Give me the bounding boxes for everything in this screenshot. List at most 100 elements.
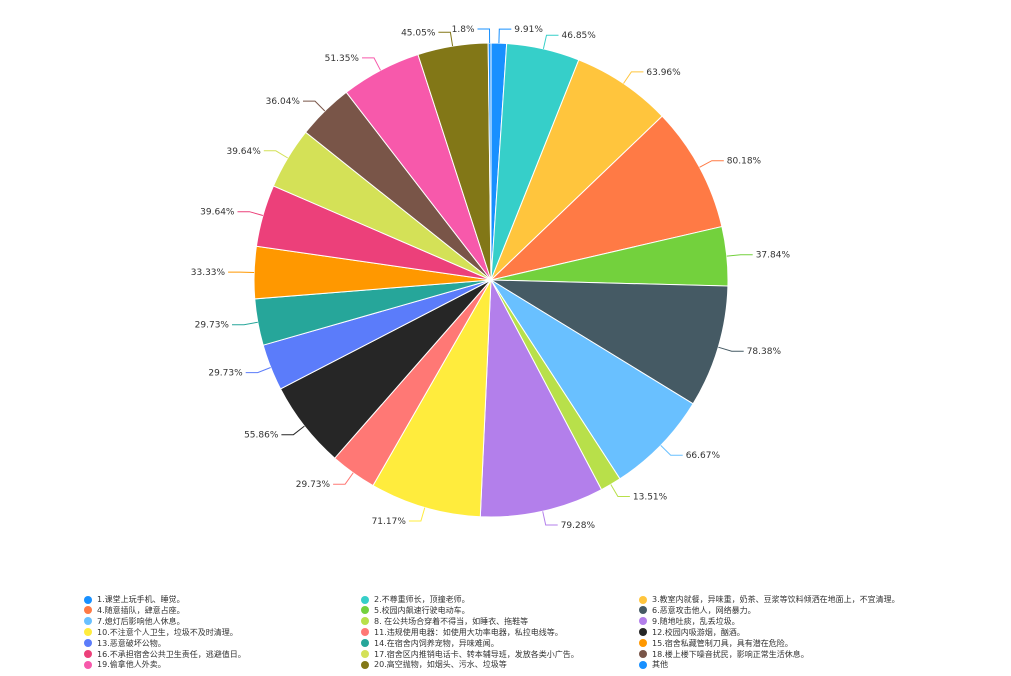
data-label-3: 63.96% bbox=[646, 68, 681, 78]
data-label-8: 13.51% bbox=[633, 493, 668, 503]
legend-item-18[interactable]: 18.楼上楼下噪音扰民，影响正常生活休息。 bbox=[639, 649, 809, 660]
legend-marker bbox=[361, 617, 369, 626]
legend-marker bbox=[639, 617, 647, 626]
legend-item-20[interactable]: 20.高空抛物，如烟头、污水、垃圾等 bbox=[361, 659, 507, 670]
legend-label: 5.校园内飙速行驶电动车。 bbox=[374, 605, 470, 615]
legend-item-1[interactable]: 1.课堂上玩手机、睡觉。 bbox=[84, 594, 185, 605]
legend-item-17[interactable]: 17.宿舍区内推销电话卡、转本辅导班，发放各类小广告。 bbox=[361, 649, 579, 660]
data-label-17: 39.64% bbox=[226, 147, 261, 157]
legend-marker bbox=[639, 639, 647, 648]
leader-line-20 bbox=[438, 31, 454, 47]
legend-item-5[interactable]: 5.校园内飙速行驶电动车。 bbox=[361, 605, 470, 616]
data-label-1: 9.91% bbox=[514, 25, 543, 35]
legend-label: 7.熄灯后影响他人休息。 bbox=[97, 616, 185, 626]
legend-label: 16.不承担宿舍公共卫生责任，逃避值日。 bbox=[97, 649, 246, 659]
leader-line-19 bbox=[362, 57, 381, 71]
pie-slice-21[interactable] bbox=[487, 42, 492, 281]
legend-marker bbox=[84, 660, 92, 669]
leader-line-5 bbox=[726, 254, 753, 257]
legend-item-14[interactable]: 14.在宿舍内饲养宠物，异味难闻。 bbox=[361, 638, 499, 649]
data-label-6: 78.38% bbox=[747, 347, 782, 357]
leader-line-2 bbox=[542, 34, 559, 50]
legend-item-13[interactable]: 13.恶意破坏公物。 bbox=[84, 638, 166, 649]
legend-marker bbox=[84, 628, 92, 637]
legend-label: 15.宿舍私藏管制刀具，具有潜在危险。 bbox=[652, 638, 793, 648]
data-label-7: 66.67% bbox=[686, 451, 721, 461]
leader-line-6 bbox=[718, 346, 744, 352]
legend-item-3[interactable]: 3.教室内就餐，异味重，奶茶、豆浆等饮料倾洒在地面上，不宜清理。 bbox=[639, 594, 900, 605]
legend-item-15[interactable]: 15.宿舍私藏管制刀具，具有潜在危险。 bbox=[639, 638, 793, 649]
pie-slice-4[interactable] bbox=[489, 115, 723, 281]
legend-marker bbox=[84, 617, 92, 626]
legend-label: 4.随意插队，肆意占座。 bbox=[97, 605, 185, 615]
leader-line-16 bbox=[237, 211, 264, 216]
label-leader-lines bbox=[228, 28, 753, 526]
legend-item-8[interactable]: 8. 在公共场合穿着不得当，如睡衣、拖鞋等 bbox=[361, 616, 528, 627]
legend-marker bbox=[639, 660, 647, 669]
leader-line-3 bbox=[623, 71, 644, 84]
leader-line-12 bbox=[281, 425, 305, 436]
legend-label: 1.课堂上玩手机、睡觉。 bbox=[97, 595, 185, 604]
legend-label: 12.校园内吸游烟，酗酒。 bbox=[652, 627, 745, 637]
legend-label: 2.不尊重师长，顶撞老师。 bbox=[374, 595, 470, 604]
legend-label: 14.在宿舍内饲养宠物，异味难闻。 bbox=[374, 638, 499, 648]
leader-line-21 bbox=[477, 28, 491, 44]
legend-item-7[interactable]: 7.熄灯后影响他人休息。 bbox=[84, 616, 185, 627]
legend-marker bbox=[84, 606, 92, 615]
legend-marker bbox=[361, 639, 369, 648]
legend-label: 18.楼上楼下噪音扰民，影响正常生活休息。 bbox=[652, 649, 809, 659]
legend-label: 其他 bbox=[652, 660, 668, 670]
leader-line-9 bbox=[542, 511, 558, 526]
leader-line-18 bbox=[303, 100, 326, 112]
data-label-2: 46.85% bbox=[562, 31, 597, 41]
legend-marker bbox=[361, 650, 369, 658]
leader-line-11 bbox=[333, 472, 354, 485]
pie-slice-10[interactable] bbox=[372, 279, 492, 518]
legend-label: 6.恶意攻击他人，网络暴力。 bbox=[652, 605, 756, 615]
legend-item-4[interactable]: 4.随意插队，肆意占座。 bbox=[84, 605, 185, 616]
leader-line-17 bbox=[263, 150, 289, 159]
legend-marker bbox=[361, 660, 369, 669]
data-label-4: 80.18% bbox=[727, 157, 762, 167]
legend-marker bbox=[361, 606, 369, 615]
legend-marker bbox=[361, 628, 369, 637]
legend-item-12[interactable]: 12.校园内吸游烟，酗酒。 bbox=[639, 627, 745, 638]
data-label-9: 79.28% bbox=[561, 521, 596, 531]
legend-label: 11.违规使用电器：如使用大功率电器，私拉电线等。 bbox=[374, 627, 563, 637]
data-label-14: 29.73% bbox=[195, 321, 230, 331]
legend-label: 17.宿舍区内推销电话卡、转本辅导班，发放各类小广告。 bbox=[374, 649, 579, 659]
pie-slice-9[interactable] bbox=[479, 278, 603, 518]
legend-label: 10.不注意个人卫生，垃圾不及时清理。 bbox=[97, 627, 238, 637]
legend-marker bbox=[639, 628, 647, 637]
data-label-5: 37.84% bbox=[756, 251, 791, 261]
legend-item-11[interactable]: 11.违规使用电器：如使用大功率电器，私拉电线等。 bbox=[361, 627, 563, 638]
data-label-16: 39.64% bbox=[200, 208, 235, 218]
legend-marker bbox=[639, 650, 647, 658]
legend-label: 19.偷拿他人外卖。 bbox=[97, 660, 166, 670]
data-label-15: 33.33% bbox=[191, 268, 226, 278]
data-label-11: 29.73% bbox=[296, 480, 331, 490]
leader-line-7 bbox=[660, 445, 683, 456]
legend-item-21[interactable]: 其他 bbox=[639, 659, 668, 670]
data-label-10: 71.17% bbox=[372, 517, 407, 527]
legend-item-2[interactable]: 2.不尊重师长，顶撞老师。 bbox=[361, 594, 470, 605]
pie-slice-6[interactable] bbox=[489, 279, 729, 405]
legend-label: 9.随地吐痰，乱丢垃圾。 bbox=[652, 616, 740, 626]
legend-item-10[interactable]: 10.不注意个人卫生，垃圾不及时清理。 bbox=[84, 627, 238, 638]
legend-label: 13.恶意破坏公物。 bbox=[97, 638, 166, 648]
legend-item-16[interactable]: 16.不承担宿舍公共卫生责任，逃避值日。 bbox=[84, 649, 246, 660]
leader-line-4 bbox=[699, 160, 724, 168]
legend-item-9[interactable]: 9.随地吐痰，乱丢垃圾。 bbox=[639, 616, 740, 627]
legend-item-19[interactable]: 19.偷拿他人外卖。 bbox=[84, 659, 166, 670]
legend-label: 3.教室内就餐，异味重，奶茶、豆浆等饮料倾洒在地面上，不宜清理。 bbox=[652, 595, 900, 604]
legend-label: 20.高空抛物，如烟头、污水、垃圾等 bbox=[374, 660, 507, 670]
data-labels: 9.91% 46.85% 63.96% 80.18% 37.84% 78.38% 66.67… bbox=[191, 25, 791, 531]
legend-marker bbox=[361, 595, 369, 604]
leader-line-1 bbox=[498, 28, 512, 44]
pie-slice-7[interactable] bbox=[490, 279, 694, 480]
leader-line-14 bbox=[232, 321, 258, 326]
pie-slices bbox=[253, 42, 729, 518]
legend-item-6[interactable]: 6.恶意攻击他人，网络暴力。 bbox=[639, 605, 756, 616]
legend-label: 8. 在公共场合穿着不得当，如睡衣、拖鞋等 bbox=[374, 616, 529, 626]
